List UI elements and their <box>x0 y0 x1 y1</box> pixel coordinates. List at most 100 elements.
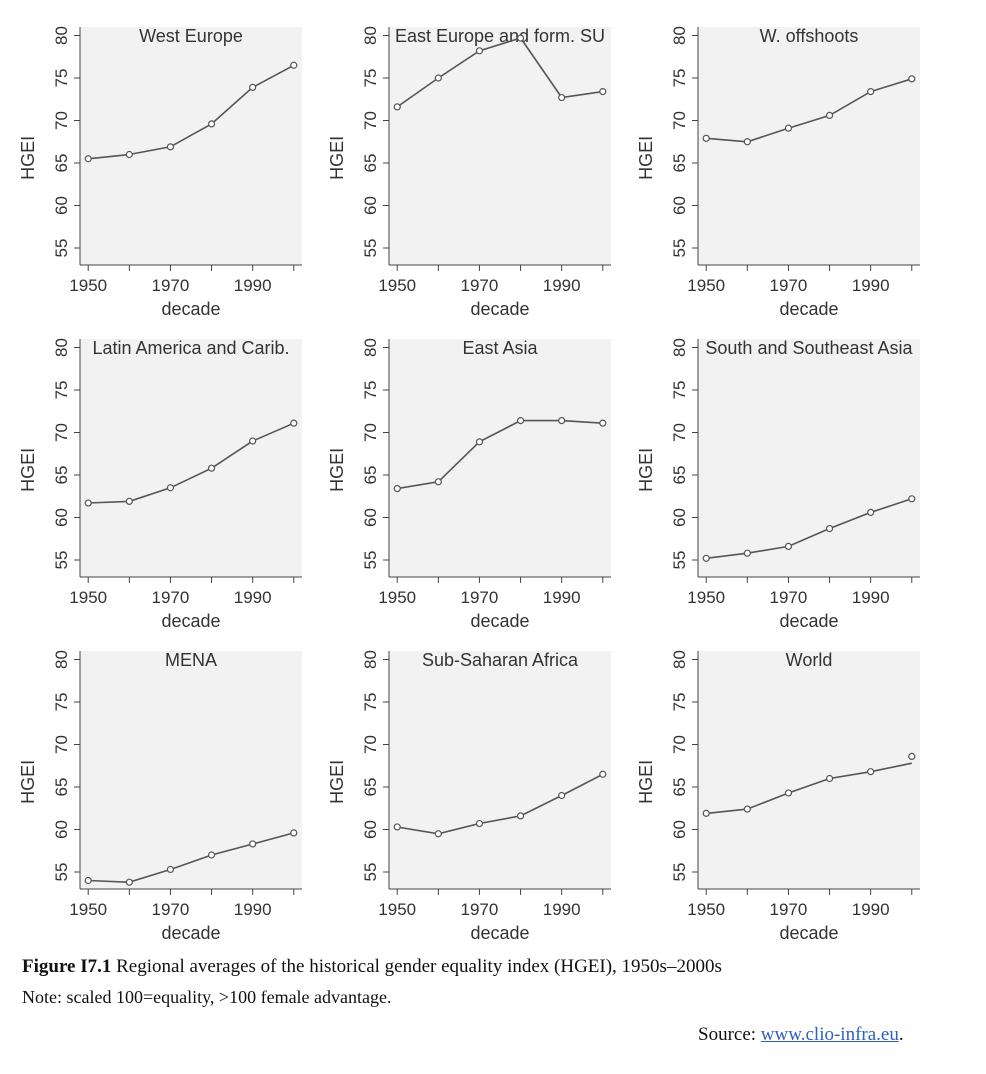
y-tick-label: 55 <box>52 551 71 570</box>
chart-panel: 55 60 65 70 75 80 HGEI 1950 1970 1990 decade Latin … <box>18 338 302 631</box>
data-point <box>516 417 525 425</box>
y-tick-label: 55 <box>361 863 380 882</box>
data-point <box>558 417 566 425</box>
y-tick-label: 55 <box>670 551 689 570</box>
data-point <box>558 791 566 800</box>
data-point <box>867 508 875 517</box>
data-point <box>599 419 607 427</box>
x-axis-title: decade <box>779 611 838 631</box>
chart-panel: 55 60 65 70 75 80 HGEI 1950 1970 1990 decade East A… <box>327 338 611 631</box>
data-point <box>84 499 92 507</box>
plot-background <box>80 339 302 577</box>
y-tick-label: 55 <box>361 239 380 258</box>
y-tick-label: 75 <box>670 693 689 712</box>
x-tick-label: 1950 <box>69 276 107 295</box>
data-point <box>702 134 710 142</box>
data-point <box>84 155 92 163</box>
data-point <box>475 819 484 828</box>
y-tick-label: 55 <box>52 239 71 258</box>
y-tick-label: 65 <box>361 154 380 173</box>
plot-background <box>698 27 920 265</box>
y-tick-label: 80 <box>670 26 689 45</box>
data-point <box>125 150 133 159</box>
y-axis-title: HGEI <box>18 760 38 804</box>
y-tick-label: 70 <box>670 111 689 130</box>
data-point <box>702 554 710 562</box>
figure-note: Note: scaled 100=equality, >100 female a… <box>22 987 392 1007</box>
plot-background <box>698 651 920 889</box>
series-line <box>88 422 295 504</box>
data-point <box>125 497 133 505</box>
y-tick-label: 75 <box>52 69 71 88</box>
y-tick-label: 60 <box>670 196 689 215</box>
chart-panel: 55 60 65 70 75 80 HGEI 1950 1970 1990 decade Sub-Sa… <box>327 650 611 943</box>
x-tick-label: 1950 <box>378 276 416 295</box>
x-axis-title: decade <box>161 611 220 631</box>
figure-caption-block: Figure I7.1 Regional averages of the his… <box>22 952 962 1012</box>
x-tick-label: 1970 <box>152 276 190 295</box>
series-line <box>396 37 603 108</box>
data-point <box>249 437 257 445</box>
x-tick-label: 1990 <box>543 900 581 919</box>
y-tick-label: 65 <box>52 778 71 797</box>
chart-grid: 55 60 65 70 75 80 HGEI 1950 1970 1990 decade West E… <box>18 26 920 943</box>
y-axis-title: HGEI <box>327 136 347 180</box>
data-point <box>249 840 257 848</box>
y-axis-title: HGEI <box>636 448 656 492</box>
figure-caption: Figure I7.1 Regional averages of the his… <box>22 952 962 982</box>
y-tick-label: 75 <box>52 693 71 712</box>
y-tick-label: 60 <box>361 508 380 527</box>
x-tick-label: 1950 <box>687 276 725 295</box>
x-tick-label: 1990 <box>852 276 890 295</box>
data-point <box>743 805 751 813</box>
data-point <box>207 851 216 859</box>
series-line <box>706 762 912 815</box>
x-tick-label: 1950 <box>69 588 107 607</box>
panel-title: South and Southeast Asia <box>705 338 913 358</box>
data-point <box>290 829 298 837</box>
chart-panel: 55 60 65 70 75 80 HGEI 1950 1970 1990 decade MENA <box>18 650 302 943</box>
series-line <box>706 78 913 143</box>
y-tick-label: 80 <box>361 338 380 357</box>
data-point <box>516 812 525 820</box>
data-point <box>166 865 175 874</box>
y-tick-label: 60 <box>670 820 689 839</box>
y-tick-label: 80 <box>52 26 71 45</box>
source-link[interactable]: www.clio-infra.eu <box>760 1024 899 1045</box>
series-line <box>397 419 603 490</box>
data-point <box>393 823 401 831</box>
data-point <box>290 61 298 69</box>
data-point <box>825 524 834 533</box>
plot-background <box>80 651 302 889</box>
x-tick-label: 1950 <box>687 900 725 919</box>
plot-background <box>80 27 302 265</box>
x-tick-label: 1970 <box>152 900 190 919</box>
data-point <box>784 124 793 132</box>
y-tick-label: 55 <box>670 863 689 882</box>
x-tick-label: 1950 <box>687 588 725 607</box>
panel-title: East Asia <box>462 338 538 358</box>
x-tick-label: 1990 <box>234 588 272 607</box>
series-line <box>397 773 604 835</box>
data-point <box>516 34 525 42</box>
data-point <box>558 93 566 102</box>
x-tick-label: 1970 <box>461 588 499 607</box>
data-point <box>599 87 607 96</box>
y-axis-title: HGEI <box>636 760 656 804</box>
data-point <box>475 438 484 446</box>
x-axis-title: decade <box>470 923 529 943</box>
source-line: Source: www.clio-infra.eu. <box>698 1024 904 1046</box>
series-line <box>88 832 295 884</box>
chart-panel: 55 60 65 70 75 80 HGEI 1950 1970 1990 decade World <box>636 650 920 943</box>
x-axis-title: decade <box>470 611 529 631</box>
plot-background <box>389 339 611 577</box>
data-point <box>702 809 710 817</box>
x-axis-title: decade <box>470 299 529 319</box>
x-tick-label: 1990 <box>234 276 272 295</box>
y-tick-label: 65 <box>670 466 689 485</box>
y-tick-label: 70 <box>670 735 689 754</box>
y-tick-label: 75 <box>361 693 380 712</box>
panel-title: World <box>786 650 833 670</box>
y-tick-label: 70 <box>670 423 689 442</box>
y-tick-label: 70 <box>361 111 380 130</box>
